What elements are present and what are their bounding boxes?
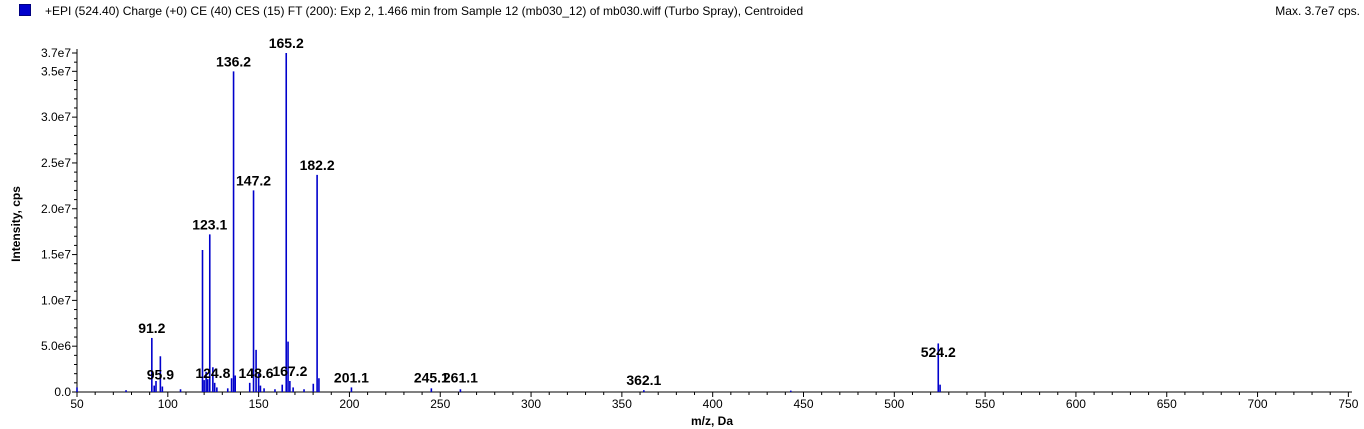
peak-label: 124.8 bbox=[195, 365, 230, 381]
y-tick-label: 1.5e7 bbox=[41, 248, 71, 262]
x-tick-label: 100 bbox=[158, 397, 178, 411]
x-tick-label: 600 bbox=[1066, 397, 1086, 411]
x-tick-label: 550 bbox=[975, 397, 995, 411]
y-tick-label: 3.7e7 bbox=[41, 46, 71, 60]
peak-label: 91.2 bbox=[138, 320, 165, 336]
y-axis-label: Intensity, cps bbox=[9, 186, 23, 262]
peak-label: 261.1 bbox=[443, 369, 478, 385]
peak-label: 524.2 bbox=[921, 344, 956, 360]
peak-label: 362.1 bbox=[626, 372, 661, 388]
x-tick-label: 650 bbox=[1157, 397, 1177, 411]
x-tick-label: 250 bbox=[430, 397, 450, 411]
y-tick-label: 3.5e7 bbox=[41, 64, 71, 78]
peak-label: 95.9 bbox=[147, 367, 174, 383]
y-tick-label: 2.0e7 bbox=[41, 202, 71, 216]
x-tick-label: 400 bbox=[703, 397, 723, 411]
peak-label: 123.1 bbox=[192, 216, 227, 232]
spectrum-header: +EPI (524.40) Charge (+0) CE (40) CES (1… bbox=[0, 0, 1364, 22]
y-tick-label: 5.0e6 bbox=[41, 339, 71, 353]
peak-label: 147.2 bbox=[236, 172, 271, 188]
x-tick-label: 150 bbox=[249, 397, 269, 411]
x-tick-label: 700 bbox=[1248, 397, 1268, 411]
x-tick-label: 300 bbox=[521, 397, 541, 411]
peak-annotations: 91.2 95.9 123.1 124.8 136.2 147.2 148.6 165.2 16… bbox=[138, 35, 956, 388]
x-tick-label: 500 bbox=[884, 397, 904, 411]
x-tick-label: 50 bbox=[70, 397, 84, 411]
y-tick-label: 0.0 bbox=[54, 385, 71, 399]
series-legend-swatch bbox=[19, 4, 31, 16]
x-tick-label: 450 bbox=[793, 397, 813, 411]
peak-label: 182.2 bbox=[300, 157, 335, 173]
peak-label: 167.2 bbox=[272, 363, 307, 379]
peak-label: 148.6 bbox=[239, 365, 274, 381]
y-tick-label: 3.0e7 bbox=[41, 110, 71, 124]
peak-label: 136.2 bbox=[216, 53, 251, 69]
y-tick-label: 2.5e7 bbox=[41, 156, 71, 170]
y-tick-label: 1.0e7 bbox=[41, 293, 71, 307]
peak-label: 165.2 bbox=[269, 35, 304, 51]
peak-label: 201.1 bbox=[334, 369, 369, 385]
peak-label: 245.1 bbox=[414, 369, 449, 385]
x-axis-label: m/z, Da bbox=[690, 414, 734, 428]
spectrum-peaks bbox=[76, 53, 941, 392]
x-tick-label: 350 bbox=[612, 397, 632, 411]
axes: 50 100 150 200 250 300 350 400 450 500 550 600 650 70… bbox=[41, 46, 1359, 411]
x-tick-label: 750 bbox=[1338, 397, 1358, 411]
x-tick-label: 200 bbox=[339, 397, 359, 411]
spectrum-title: +EPI (524.40) Charge (+0) CE (40) CES (1… bbox=[45, 4, 804, 18]
max-intensity-label: Max. 3.7e7 cps. bbox=[1275, 4, 1360, 18]
